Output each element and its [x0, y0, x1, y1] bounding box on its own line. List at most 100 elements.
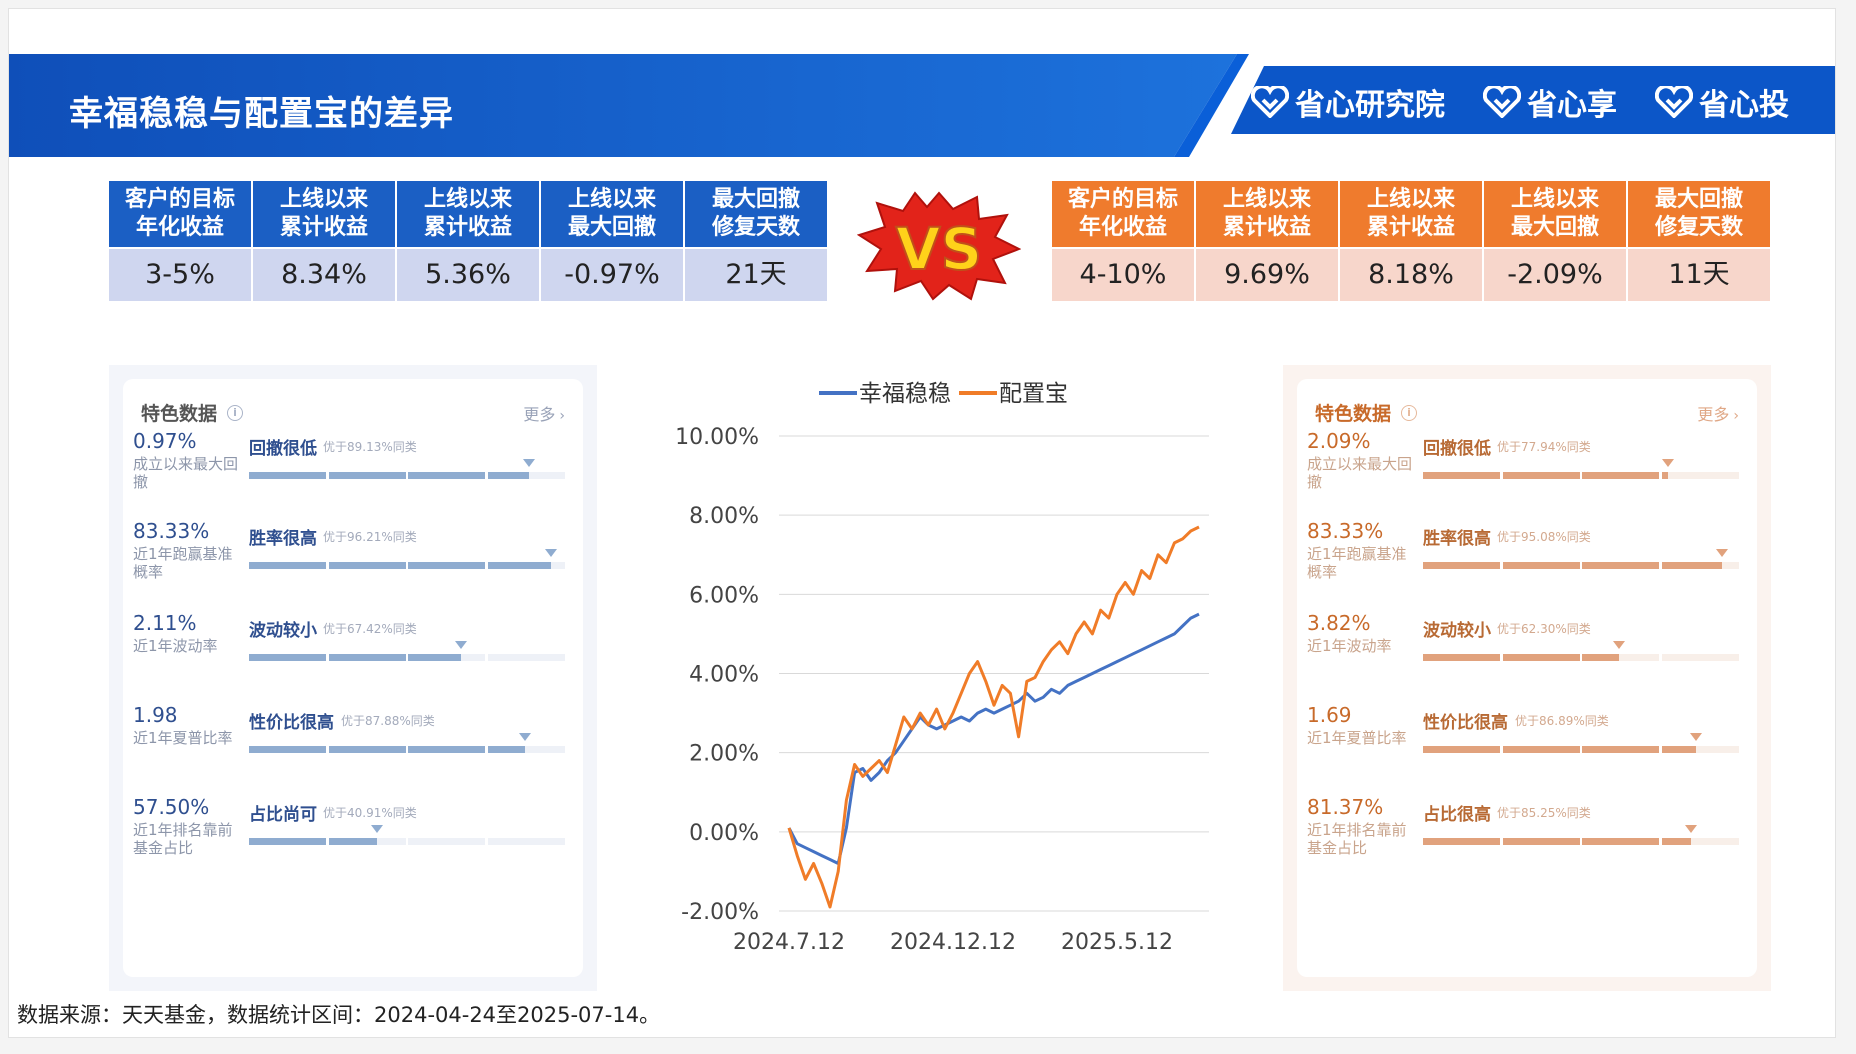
peer-rank-bar [249, 459, 565, 479]
table-header-cell: 上线以来 最大回撤 [1484, 181, 1626, 247]
y-tick-label: -2.00% [681, 900, 759, 925]
card-title: 特色数据 [141, 403, 218, 425]
bar-segment [1582, 654, 1659, 661]
heart-logo-icon [1251, 86, 1289, 118]
table-value-cell: 8.18% [1340, 249, 1482, 301]
feature-description: 近1年夏普比率 [1307, 729, 1407, 747]
bar-segment-fill [1502, 562, 1580, 569]
feature-tag: 胜率很高 [249, 529, 317, 549]
bar-segment-fill [408, 746, 485, 753]
feature-value: 1.98 [133, 703, 178, 727]
slide: 幸福稳稳与配置宝的差异 省心研究院 省心享 [8, 8, 1836, 1038]
feature-value: 81.37% [1307, 795, 1384, 819]
bar-segment [1661, 838, 1739, 845]
x-tick-label: 2024.7.12 [733, 930, 845, 955]
feature-tag: 占比尚可 [249, 805, 317, 825]
feature-value: 0.97% [133, 429, 197, 453]
peer-rank-text: 优于86.89%同类 [1515, 714, 1609, 728]
feature-tag: 回撤很低 [249, 439, 317, 459]
bar-segment-fill [487, 472, 529, 479]
feature-item: 3.82% 近1年波动率 波动较小 优于62.30%同类 [1307, 611, 1743, 701]
bar-segment-fill [487, 746, 525, 753]
left-feature-card: 特色数据 i 更多 › 0.97% 成立以来最大回撤 回撤很低 优于89.13%同类 83… [123, 379, 583, 977]
feature-item: 83.33% 近1年跑赢基准概率 胜率很高 优于95.08%同类 [1307, 519, 1743, 609]
bar-segment-fill [249, 562, 326, 569]
feature-tag: 回撤很低 [1423, 439, 1491, 459]
feature-value: 83.33% [1307, 519, 1384, 543]
bar-segment-fill [1502, 654, 1580, 661]
table-value-cell: 21天 [685, 249, 827, 301]
table-value-cell: -0.97% [541, 249, 683, 301]
peer-rank-bar [249, 825, 565, 845]
peer-rank-text: 优于87.88%同类 [341, 714, 435, 728]
legend-label: 配置宝 [999, 381, 1068, 407]
bar-segment-fill [1661, 562, 1722, 569]
more-link[interactable]: 更多 › [1697, 404, 1739, 424]
peer-rank-bar [1423, 825, 1739, 845]
rank-marker-icon [1684, 825, 1697, 833]
y-tick-label: 10.00% [675, 425, 759, 450]
rank-marker-icon [1612, 641, 1625, 649]
bar-segment [1661, 654, 1739, 661]
bar-segment-fill [1661, 746, 1696, 753]
bar-segment-fill [487, 562, 552, 569]
feature-item: 1.98 近1年夏普比率 性价比很高 优于87.88%同类 [133, 703, 569, 793]
chevron-right-icon: › [1733, 407, 1739, 424]
feature-item: 0.97% 成立以来最大回撤 回撤很低 优于89.13%同类 [133, 429, 569, 519]
feature-item: 57.50% 近1年排名靠前基金占比 占比尚可 优于40.91%同类 [133, 795, 569, 885]
table-header-cell: 客户的目标 年化收益 [109, 181, 251, 247]
feature-item: 2.09% 成立以来最大回撤 回撤很低 优于77.94%同类 [1307, 429, 1743, 519]
feature-description: 近1年波动率 [1307, 637, 1392, 655]
performance-line-chart: 10.00% 8.00% 6.00% 4.00% 2.00% 0.00% -2.00% 202… [675, 381, 1209, 955]
bar-segment-fill [1582, 472, 1659, 479]
more-link[interactable]: 更多 › [523, 404, 565, 424]
table-value-cell: 11天 [1628, 249, 1770, 301]
brand-name-research: 省心研究院 [1295, 88, 1445, 123]
bar-segment-fill [1582, 654, 1619, 661]
feature-description: 近1年排名靠前基金占比 [1307, 821, 1407, 857]
table-header-cell: 上线以来 最大回撤 [541, 181, 683, 247]
table-value-cell: 5.36% [397, 249, 539, 301]
feature-tag: 波动较小 [249, 621, 317, 641]
rank-marker-icon [545, 549, 558, 557]
brand-logo-research: 省心研究院 [1251, 80, 1445, 124]
table-value-cell: 9.69% [1196, 249, 1338, 301]
table-header-cell: 最大回撤 修复天数 [1628, 181, 1770, 247]
table-value-cell: 3-5% [109, 249, 251, 301]
rank-marker-icon [1715, 549, 1728, 557]
peer-rank-text: 优于40.91%同类 [323, 806, 417, 820]
feature-description: 成立以来最大回撤 [1307, 455, 1413, 491]
table-header-cell: 客户的目标 年化收益 [1052, 181, 1194, 247]
bar-segment [1661, 472, 1739, 479]
table-header-cell: 上线以来 累计收益 [1340, 181, 1482, 247]
vs-label: VS [896, 215, 983, 283]
heart-logo-icon [1655, 86, 1693, 118]
bar-segment [487, 654, 565, 661]
card-title: 特色数据 [1315, 403, 1392, 425]
feature-tag: 胜率很高 [1423, 529, 1491, 549]
bar-segment-fill [1582, 562, 1659, 569]
peer-rank-bar [1423, 733, 1739, 753]
bar-segment-fill [408, 654, 461, 661]
brand-logo-xiang: 省心享 [1483, 80, 1617, 124]
feature-description: 近1年排名靠前基金占比 [133, 821, 233, 857]
page-title: 幸福稳稳与配置宝的差异 [69, 94, 454, 134]
feature-tag: 波动较小 [1423, 621, 1491, 641]
bar-segment-fill [1423, 654, 1500, 661]
series-line-peizhibao [787, 525, 1200, 909]
peer-rank-text: 优于85.25%同类 [1497, 806, 1591, 820]
y-tick-label: 2.00% [689, 742, 759, 767]
table-header-cell: 上线以来 累计收益 [1196, 181, 1338, 247]
info-icon[interactable]: i [227, 404, 244, 421]
rank-marker-icon [1689, 733, 1702, 741]
bar-segment [1661, 746, 1739, 753]
rank-marker-icon [371, 825, 384, 833]
info-icon[interactable]: i [1401, 404, 1418, 421]
rank-marker-icon [454, 641, 467, 649]
legend-label: 幸福稳稳 [859, 381, 951, 407]
bar-segment-fill [249, 472, 326, 479]
bar-segment [487, 838, 565, 845]
table-value-cell: 8.34% [253, 249, 395, 301]
brand-name-xiang: 省心享 [1527, 88, 1617, 123]
left-feature-panel: 特色数据 i 更多 › 0.97% 成立以来最大回撤 回撤很低 优于89.13%同类 83… [109, 365, 597, 991]
